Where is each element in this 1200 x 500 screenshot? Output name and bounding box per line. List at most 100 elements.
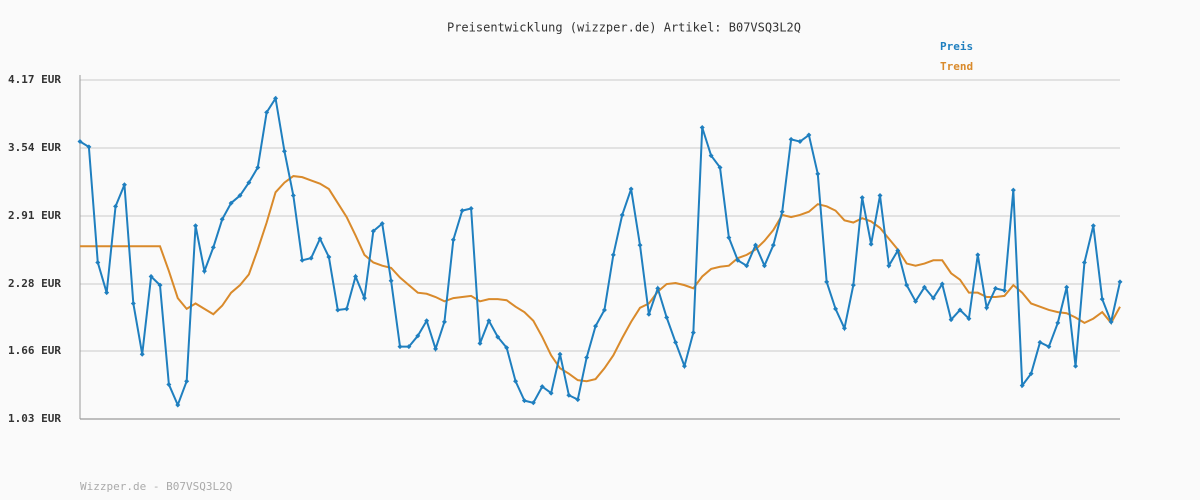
point-marker [228, 200, 234, 206]
point-marker [353, 273, 359, 279]
point-marker [841, 325, 847, 331]
point-marker [139, 351, 145, 357]
point-marker [1019, 383, 1025, 389]
legend-label: Preis [940, 40, 973, 53]
point-marker [637, 242, 643, 248]
point-marker [388, 278, 394, 284]
point-marker [281, 148, 287, 154]
point-marker [930, 295, 936, 301]
point-marker [513, 378, 519, 384]
point-marker [770, 242, 776, 248]
point-marker [130, 300, 136, 306]
point-marker [939, 281, 945, 287]
point-marker [655, 285, 661, 291]
point-marker [735, 257, 741, 263]
point-marker [1108, 319, 1114, 325]
point-marker [904, 282, 910, 288]
point-marker [868, 241, 874, 247]
point-marker [566, 392, 572, 398]
point-marker [1064, 284, 1070, 290]
point-marker [1081, 259, 1087, 265]
point-marker [619, 212, 625, 218]
point-marker [308, 255, 314, 261]
point-marker [788, 136, 794, 142]
point-marker [95, 259, 101, 265]
point-marker [424, 318, 430, 324]
point-marker [815, 171, 821, 177]
point-marker [1117, 279, 1123, 285]
point-marker [504, 345, 510, 351]
point-marker [157, 282, 163, 288]
point-marker [957, 307, 963, 313]
chart-title: Preisentwicklung (wizzper.de) Artikel: B… [447, 21, 801, 35]
point-marker [948, 317, 954, 323]
point-marker [833, 306, 839, 312]
point-marker [113, 203, 119, 209]
point-marker [993, 285, 999, 291]
point-marker [210, 244, 216, 250]
point-marker [628, 186, 634, 192]
point-marker [290, 193, 296, 199]
point-marker [1010, 187, 1016, 193]
point-marker [584, 354, 590, 360]
point-marker [886, 263, 892, 269]
point-marker [601, 307, 607, 313]
point-marker [681, 363, 687, 369]
point-marker [77, 139, 83, 145]
point-marker [121, 182, 127, 188]
point-marker [646, 311, 652, 317]
point-marker [317, 236, 323, 242]
y-tick-label: 3.54 EUR [8, 141, 61, 154]
point-marker [166, 381, 172, 387]
y-tick-label: 2.91 EUR [8, 209, 61, 222]
point-marker [237, 193, 243, 199]
point-marker [521, 398, 527, 404]
point-marker [326, 254, 332, 260]
point-marker [1001, 288, 1007, 294]
point-marker [921, 284, 927, 290]
point-marker [1073, 363, 1079, 369]
point-marker [984, 305, 990, 311]
point-marker [913, 298, 919, 304]
point-marker [859, 195, 865, 201]
point-marker [450, 237, 456, 243]
point-marker [610, 252, 616, 258]
series-line [80, 175, 1121, 383]
series-line [79, 95, 1121, 408]
point-marker [1028, 371, 1034, 377]
point-marker [1046, 344, 1052, 350]
point-marker [708, 153, 714, 159]
point-marker [193, 223, 199, 229]
point-marker [379, 221, 385, 227]
point-marker [299, 257, 305, 263]
point-marker [539, 384, 545, 390]
point-marker [1099, 296, 1105, 302]
point-marker [1037, 339, 1043, 345]
point-marker [415, 333, 421, 339]
point-marker [468, 205, 474, 211]
point-marker [255, 164, 261, 170]
point-marker [264, 109, 270, 115]
point-marker [104, 290, 110, 296]
point-marker [344, 306, 350, 312]
point-marker [761, 263, 767, 269]
point-marker [335, 307, 341, 313]
point-marker [753, 242, 759, 248]
point-marker [433, 346, 439, 352]
point-marker [86, 144, 92, 150]
point-marker [797, 139, 803, 145]
point-marker [975, 252, 981, 258]
point-marker [850, 282, 856, 288]
point-marker [548, 390, 554, 396]
point-marker [664, 315, 670, 321]
point-marker [406, 344, 412, 350]
point-marker [779, 209, 785, 215]
point-marker [877, 193, 883, 199]
legend-label: Trend [940, 60, 973, 73]
point-marker [441, 319, 447, 325]
point-marker [219, 216, 225, 222]
point-marker [459, 208, 465, 214]
point-marker [148, 273, 154, 279]
y-tick-label: 1.03 EUR [8, 412, 61, 425]
